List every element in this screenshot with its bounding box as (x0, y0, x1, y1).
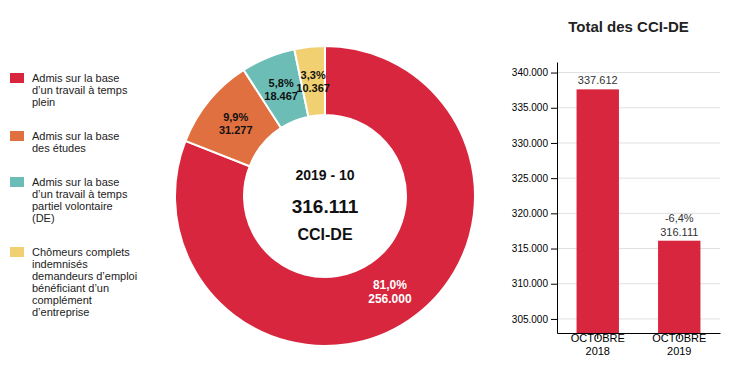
y-tick: 335.000 (512, 102, 557, 113)
y-tick-label: 305.000 (512, 314, 549, 325)
bar (577, 89, 619, 333)
x-tick-label-line: 2018 (586, 345, 610, 357)
y-tick-mark (551, 284, 557, 285)
y-tick-label: 335.000 (512, 102, 549, 113)
chart-title: Total des CCI-DE (568, 18, 689, 35)
legend-label: Admis sur la basedes études (32, 130, 119, 154)
x-tick-label-line: 2019 (667, 345, 691, 357)
slice-share-label: 5,8% (269, 77, 294, 89)
legend-item: Admis sur la based’un travail à tempspar… (10, 176, 128, 224)
chart-svg: 81,0%256.000 9,9%31.277 5,8%18.4673,3%10.3… (0, 0, 732, 392)
y-tick-mark (551, 213, 557, 214)
center-texts: 2019 - 10 316.111 CCI-DE (292, 167, 359, 244)
legend-label-line: complément (32, 294, 92, 306)
y-tick-label: 315.000 (512, 243, 549, 254)
legend-label-line: plein (32, 96, 55, 108)
legend-item: Chômeurs completsindemnisésdemandeurs d’… (10, 246, 137, 318)
x-tick-label-line: OCTOBRE (571, 332, 625, 344)
y-tick-label: 310.000 (512, 278, 549, 289)
legend-label-line: d’entreprise (32, 306, 89, 318)
bars (577, 89, 701, 333)
y-tick: 305.000 (512, 314, 557, 325)
legend-swatch (10, 131, 24, 141)
slice (175, 46, 475, 346)
y-tick-label: 330.000 (512, 138, 549, 149)
bar (658, 241, 700, 333)
legend-label-line: demandeurs d’emploi (32, 270, 137, 282)
x-axis: OCTOBRE2018OCTOBRE2019 (558, 332, 721, 357)
legend-label-line: d’un travail à temps (32, 84, 128, 96)
legend-label-line: partiel volontaire (32, 200, 113, 212)
legend-label-line: d’un travail à temps (32, 188, 128, 200)
legend-swatch (10, 247, 24, 257)
y-tick: 315.000 (512, 243, 557, 254)
legend-item: Admis sur la basedes études (10, 130, 119, 154)
center-text: 316.111 (292, 196, 359, 217)
legend-item: Admis sur la based’un travail à tempsple… (10, 72, 128, 108)
grid-line (557, 72, 720, 73)
y-tick-mark (551, 73, 557, 74)
y-tick-label: 320.000 (512, 208, 549, 219)
slice-share-label: 3,3% (301, 69, 326, 81)
slice-labels: 81,0%256.000 9,9%31.277 5,8%18.4673,3%10.3… (219, 69, 412, 306)
y-axis-line (557, 63, 558, 334)
legend-label-line: Admis sur la base (32, 72, 119, 84)
legend: Admis sur la based’un travail à tempsple… (10, 72, 137, 318)
y-tick-mark (551, 108, 557, 109)
slice-value-label: 31.277 (219, 124, 253, 136)
y-tick: 320.000 (512, 208, 557, 219)
bar-value-label: 337.612 (578, 74, 618, 86)
x-tick: OCTOBRE2018 (571, 332, 625, 357)
x-tick-label: OCTOBRE2018 (571, 332, 625, 357)
slice-share-label: 81,0% (373, 278, 407, 292)
y-tick-label: 325.000 (512, 173, 549, 184)
legend-label-line: indemnisés (32, 258, 88, 270)
legend-label-line: Chômeurs complets (32, 246, 130, 258)
bar-labels: 337.612 316.111 -6,4% (578, 74, 698, 237)
x-tick: OCTOBRE2019 (652, 332, 706, 357)
legend-label-line: bénéficiant d’un (32, 282, 109, 294)
slice-share-label: 9,9% (223, 111, 248, 123)
y-tick: 325.000 (512, 173, 557, 184)
center-text: CCI-DE (297, 226, 352, 243)
legend-label: Chômeurs completsindemnisésdemandeurs d’… (32, 246, 137, 318)
y-tick-mark (551, 319, 557, 320)
y-tick-mark (551, 143, 557, 144)
y-tick-mark (551, 249, 557, 250)
y-axis: 305.000 310.000 315.000 320.000 325.000 330.0… (512, 63, 558, 334)
y-tick-mark (551, 178, 557, 179)
y-tick-label: 340.000 (512, 67, 549, 78)
slice-value-label: 256.000 (368, 292, 412, 306)
y-tick: 330.000 (512, 138, 557, 149)
x-tick-label: OCTOBRE2019 (652, 332, 706, 357)
bar-chart: Total des CCI-DE 305.000 310.000 315.000 320… (512, 18, 721, 357)
legend-label: Admis sur la based’un travail à tempspar… (32, 176, 128, 224)
legend-label-line: Admis sur la base (32, 130, 119, 142)
bar-annotation: -6,4% (665, 212, 694, 224)
legend-label-line: (DE) (32, 212, 55, 224)
legend-swatch (10, 73, 24, 83)
slices (175, 46, 475, 346)
legend-label-line: des études (32, 142, 86, 154)
slice-value-label: 10.367 (296, 82, 330, 94)
donut: 81,0%256.000 9,9%31.277 5,8%18.4673,3%10.3… (175, 46, 475, 346)
y-tick: 310.000 (512, 278, 557, 289)
center-text: 2019 - 10 (295, 167, 354, 183)
legend-swatch (10, 177, 24, 187)
legend-label: Admis sur la based’un travail à tempsple… (32, 72, 128, 108)
bar-value-label: 316.111 (660, 226, 698, 238)
legend-label-line: Admis sur la base (32, 176, 119, 188)
chart-container: 81,0%256.000 9,9%31.277 5,8%18.4673,3%10.3… (0, 0, 732, 392)
slice-value-label: 18.467 (264, 90, 298, 102)
x-tick-label-line: OCTOBRE (652, 332, 706, 344)
y-tick: 340.000 (512, 67, 557, 78)
